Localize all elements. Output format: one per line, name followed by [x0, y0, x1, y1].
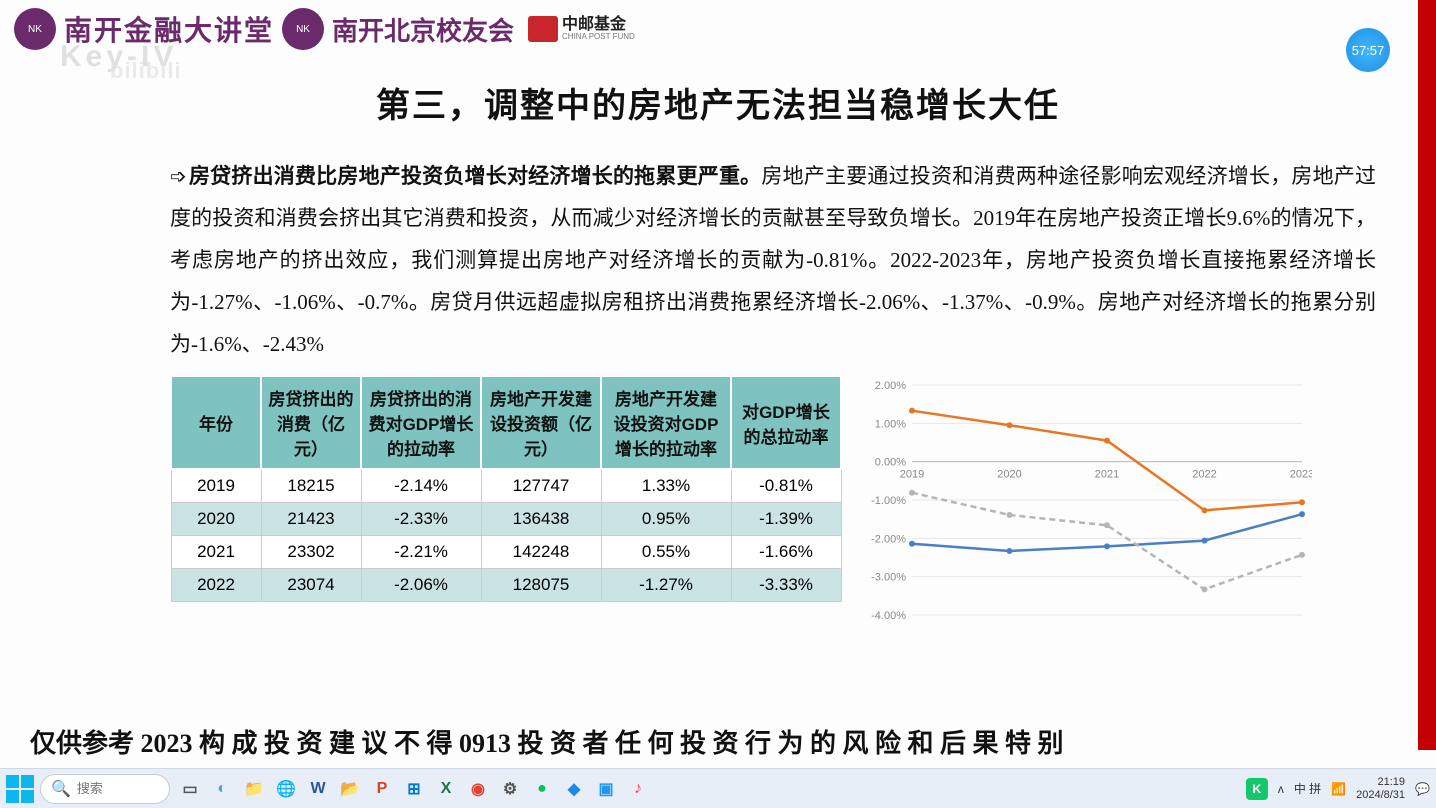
- svg-text:-4.00%: -4.00%: [871, 610, 906, 622]
- wechat-icon[interactable]: ●: [528, 775, 556, 803]
- table-cell: 128075: [481, 569, 601, 602]
- app-blue2-icon[interactable]: ▣: [592, 775, 620, 803]
- table-header: 房贷挤出的消费（亿元）: [261, 376, 361, 469]
- slide-paragraph: ➩房贷挤出消费比房地产投资负增长对经济增长的拖累更严重。房地产主要通过投资和消费…: [170, 155, 1376, 365]
- explorer-icon[interactable]: 📁: [240, 775, 268, 803]
- svg-text:-2.00%: -2.00%: [871, 533, 906, 545]
- svg-text:2.00%: 2.00%: [875, 380, 906, 392]
- table-header: 年份: [171, 376, 261, 469]
- overlay-disclaimer: 仅供参考 2023 构 成 投 资 建 议 不 得 0913 投 资 者 任 何…: [30, 723, 1406, 760]
- table-cell: -1.66%: [731, 536, 841, 569]
- notification-icon[interactable]: 💬: [1415, 782, 1430, 796]
- word-icon[interactable]: W: [304, 775, 332, 803]
- svg-text:-1.00%: -1.00%: [871, 495, 906, 507]
- tray-up-icon[interactable]: ᴧ: [1278, 782, 1284, 796]
- table-cell: 136438: [481, 503, 601, 536]
- svg-text:2021: 2021: [1095, 469, 1119, 481]
- video-timer-badge: 57:57: [1346, 28, 1390, 72]
- table-cell: 127747: [481, 469, 601, 503]
- nankai-logo2-icon: NK: [282, 8, 324, 50]
- table-cell: -1.27%: [601, 569, 731, 602]
- paragraph-lead: 房贷挤出消费比房地产投资负增长对经济增长的拖累更严重。: [189, 164, 762, 188]
- table-row: 202123302-2.21%1422480.55%-1.66%: [171, 536, 841, 569]
- app-blue-icon[interactable]: ◆: [560, 775, 588, 803]
- sponsor-en: CHINA POST FUND: [562, 33, 635, 41]
- excel-icon[interactable]: X: [432, 775, 460, 803]
- table-cell: 2020: [171, 503, 261, 536]
- table-cell: -2.14%: [361, 469, 481, 503]
- table-row: 202223074-2.06%128075-1.27%-3.33%: [171, 569, 841, 602]
- chrome-icon[interactable]: ◉: [464, 775, 492, 803]
- sponsor-block: 中邮基金 CHINA POST FUND: [528, 16, 635, 42]
- table-header: 对GDP增长的总拉动率: [731, 376, 841, 469]
- slide-title: 第三，调整中的房地产无法担当稳增长大任: [0, 78, 1436, 127]
- svg-text:2022: 2022: [1192, 469, 1216, 481]
- taskbar-clock[interactable]: 21:19 2024/8/31: [1356, 776, 1405, 800]
- search-icon: 🔍: [51, 779, 71, 799]
- powerpoint-icon[interactable]: P: [368, 775, 396, 803]
- svg-text:-3.00%: -3.00%: [871, 572, 906, 584]
- table-cell: 142248: [481, 536, 601, 569]
- svg-text:2020: 2020: [997, 469, 1021, 481]
- excel-folder-icon[interactable]: 📂: [336, 775, 364, 803]
- table-header: 房贷挤出的消费对GDP增长的拉动率: [361, 376, 481, 469]
- table-row: 202021423-2.33%1364380.95%-1.39%: [171, 503, 841, 536]
- table-cell: 21423: [261, 503, 361, 536]
- network-icon[interactable]: 📶: [1331, 782, 1346, 796]
- search-input[interactable]: [77, 781, 157, 796]
- table-cell: 2019: [171, 469, 261, 503]
- table-row: 201918215-2.14%1277471.33%-0.81%: [171, 469, 841, 503]
- svg-text:2019: 2019: [900, 469, 924, 481]
- watermark-bilibili: bilibili: [110, 58, 182, 84]
- table-cell: 2021: [171, 536, 261, 569]
- paragraph-body: 房地产主要通过投资和消费两种途径影响宏观经济增长，房地产过度的投资和消费会挤出其…: [170, 164, 1376, 356]
- table-cell: 0.55%: [601, 536, 731, 569]
- store-icon[interactable]: ⊞: [400, 775, 428, 803]
- slide-header: NK 南开金融大讲堂 NK 南开北京校友会 中邮基金 CHINA POST FU…: [0, 0, 1436, 58]
- table-cell: -1.39%: [731, 503, 841, 536]
- bullet-arrow-icon: ➩: [170, 166, 187, 188]
- table-cell: -3.33%: [731, 569, 841, 602]
- line-chart: -4.00% -3.00% -2.00% -1.00% 0.00% 1.00% 2.00% 2…: [862, 375, 1312, 645]
- svg-text:2023: 2023: [1290, 469, 1312, 481]
- table-cell: -2.21%: [361, 536, 481, 569]
- table-cell: 0.95%: [601, 503, 731, 536]
- svg-text:0.00%: 0.00%: [875, 457, 906, 469]
- settings-icon[interactable]: ⚙: [496, 775, 524, 803]
- nankai-logo-icon: NK: [14, 8, 56, 50]
- widgets-icon[interactable]: ◐: [208, 775, 236, 803]
- data-table: 年份房贷挤出的消费（亿元）房贷挤出的消费对GDP增长的拉动率房地产开发建设投资额…: [170, 375, 842, 602]
- table-cell: -0.81%: [731, 469, 841, 503]
- sponsor-cn: 中邮基金: [562, 17, 635, 33]
- table-cell: 1.33%: [601, 469, 731, 503]
- table-cell: 2022: [171, 569, 261, 602]
- edge-icon[interactable]: 🌐: [272, 775, 300, 803]
- table-cell: 18215: [261, 469, 361, 503]
- table-cell: 23074: [261, 569, 361, 602]
- svg-text:1.00%: 1.00%: [875, 418, 906, 430]
- ime-indicator[interactable]: 中 拼: [1294, 780, 1321, 797]
- table-cell: 23302: [261, 536, 361, 569]
- windows-taskbar[interactable]: 🔍 ▭◐📁🌐W📂P⊞X◉⚙●◆▣♪ K ᴧ 中 拼 📶 21:19 2024/8…: [0, 768, 1436, 808]
- task-view-icon[interactable]: ▭: [176, 775, 204, 803]
- system-tray[interactable]: K ᴧ 中 拼 📶 21:19 2024/8/31 💬: [1246, 776, 1430, 800]
- table-cell: -2.06%: [361, 569, 481, 602]
- start-button[interactable]: [6, 775, 34, 803]
- table-header: 房地产开发建设投资额（亿元）: [481, 376, 601, 469]
- clock-date: 2024/8/31: [1356, 789, 1405, 801]
- china-post-fund-icon: [528, 16, 558, 42]
- kugou-tray-icon[interactable]: K: [1246, 778, 1268, 800]
- music-icon[interactable]: ♪: [624, 775, 652, 803]
- clock-time: 21:19: [1356, 776, 1405, 788]
- table-header: 房地产开发建设投资对GDP增长的拉动率: [601, 376, 731, 469]
- slide-red-bar: [1418, 0, 1436, 750]
- org2-text: 南开北京校友会: [332, 11, 514, 48]
- table-cell: -2.33%: [361, 503, 481, 536]
- taskbar-search[interactable]: 🔍: [40, 774, 170, 804]
